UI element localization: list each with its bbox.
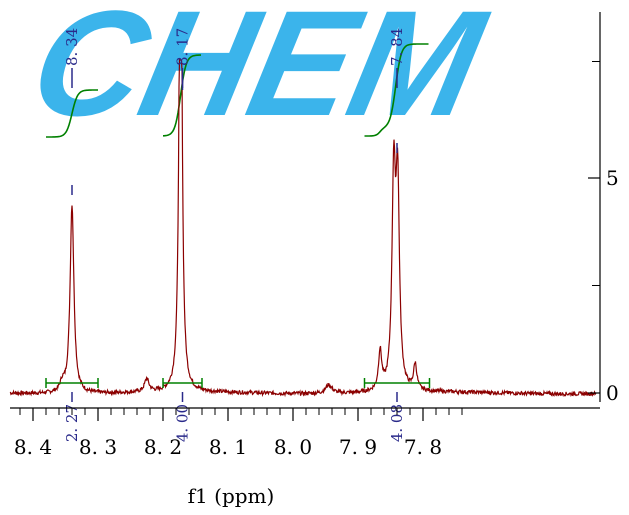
integral-value: 4. 00	[174, 404, 192, 442]
integral-labels: 2. 27 4. 00 4. 08	[63, 392, 406, 442]
peak-label: 8. 17	[174, 28, 192, 66]
watermark-text: CHEM	[19, 0, 500, 148]
x-tick-label: 8. 0	[274, 435, 312, 459]
peak-labels: 8. 34 8. 17 7. 84	[63, 28, 406, 195]
y-tick-label: 5	[606, 166, 619, 190]
y-tick-label: 0	[606, 381, 619, 405]
x-tick-label: 7. 9	[339, 435, 377, 459]
x-tick-label: 7. 8	[404, 435, 442, 459]
x-tick-label: 8. 4	[14, 435, 52, 459]
watermark: CHEM	[19, 0, 500, 148]
peak-label: 7. 84	[388, 28, 406, 66]
y-axis: 05	[588, 12, 619, 405]
peak-label: 8. 34	[63, 28, 81, 66]
x-axis: 8. 4 8. 3 8. 2 8. 1 8. 0 7. 9 7. 8	[10, 407, 600, 459]
x-tick-label: 8. 3	[79, 435, 117, 459]
x-tick-label: 8. 2	[144, 435, 182, 459]
spectrum-line	[9, 59, 597, 398]
integral-value: 4. 08	[388, 404, 406, 442]
x-tick-label: 8. 1	[209, 435, 247, 459]
x-axis-label: f1 (ppm)	[188, 484, 275, 508]
integral-bars	[45, 378, 431, 388]
spectrum-layer	[9, 59, 597, 398]
integral-value: 2. 27	[63, 404, 81, 442]
integral-curve	[46, 89, 98, 138]
